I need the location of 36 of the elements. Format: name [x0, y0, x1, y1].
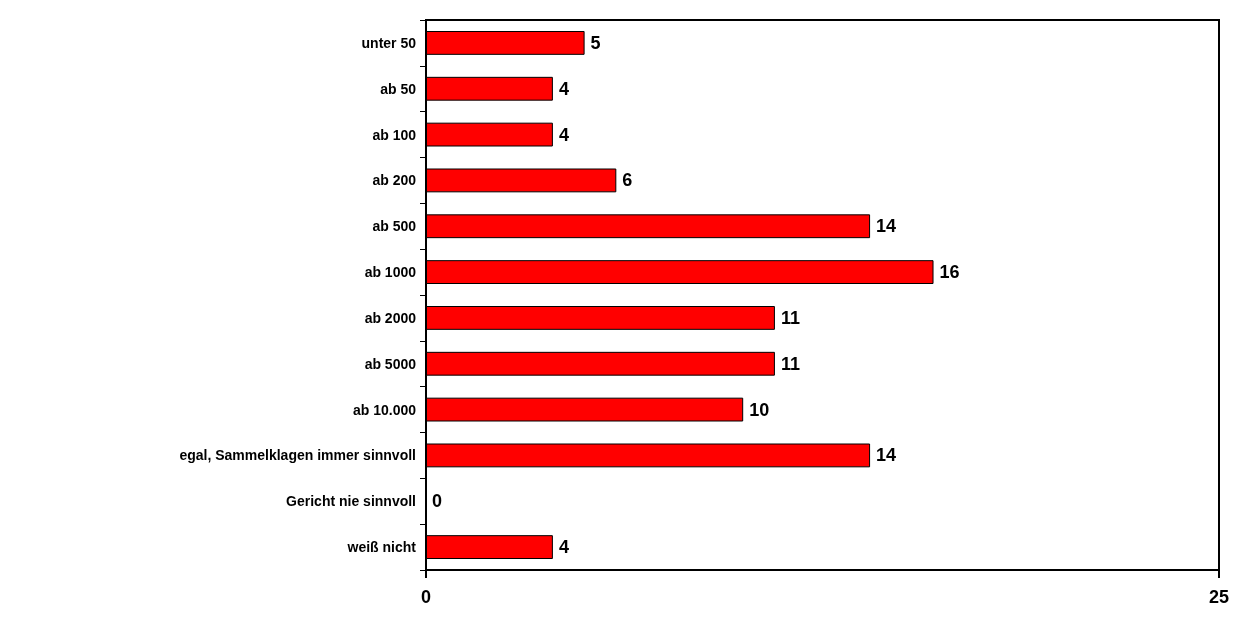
- y-tick-label: egal, Sammelklagen immer sinnvoll: [179, 447, 416, 464]
- y-tick-label: ab 50: [380, 80, 417, 97]
- y-tick-label: ab 200: [372, 172, 417, 189]
- y-tick-label: weiß nicht: [346, 539, 417, 556]
- bar: [426, 443, 871, 468]
- bar: [426, 260, 934, 284]
- bar: [426, 76, 553, 101]
- data-label: 10: [749, 399, 770, 420]
- y-tick-label: ab 2000: [364, 309, 417, 326]
- data-label: 11: [780, 353, 800, 374]
- data-label: 4: [558, 78, 569, 99]
- bar: [426, 306, 775, 330]
- bar: [426, 535, 553, 559]
- data-label: 0: [432, 491, 443, 512]
- data-label: 11: [780, 307, 800, 328]
- y-tick-label: Gericht nie sinnvoll: [286, 493, 416, 510]
- data-label: 6: [622, 170, 633, 191]
- data-label: 4: [558, 537, 569, 558]
- bar: [426, 122, 553, 147]
- y-tick-label: ab 1000: [364, 264, 417, 281]
- y-tick-label: ab 10.000: [352, 401, 417, 418]
- y-tick-label: ab 100: [372, 126, 417, 143]
- y-tick-label: ab 5000: [364, 355, 417, 372]
- data-label: 16: [939, 262, 960, 283]
- bar: [426, 168, 617, 193]
- bar: [426, 351, 775, 376]
- data-label: 14: [876, 216, 897, 237]
- y-tick-label: ab 500: [372, 218, 417, 235]
- bar: [426, 214, 871, 239]
- data-label: 4: [558, 124, 569, 145]
- data-label: 5: [590, 32, 601, 53]
- bar: [426, 31, 585, 55]
- data-label: 14: [876, 445, 897, 466]
- x-tick-label: 25: [1208, 587, 1230, 607]
- bar: [426, 397, 744, 422]
- y-tick-label: unter 50: [361, 34, 417, 51]
